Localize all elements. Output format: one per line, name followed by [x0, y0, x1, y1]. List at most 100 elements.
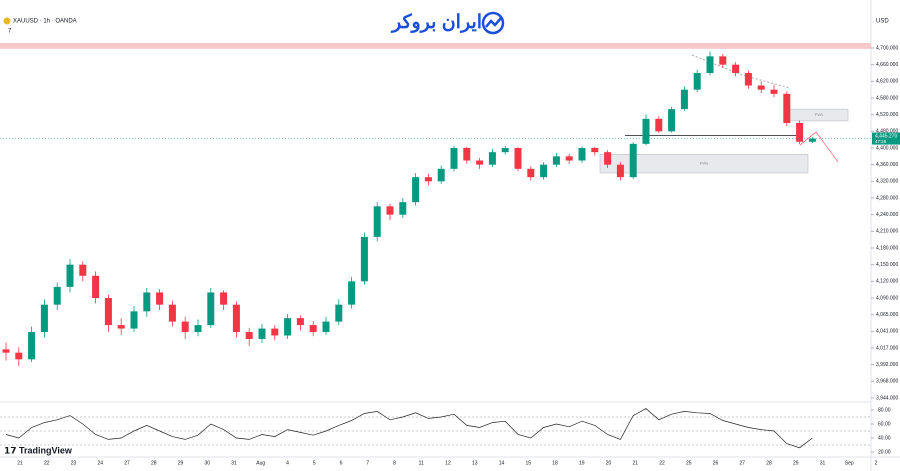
candle-body	[15, 352, 23, 360]
candle-body	[501, 148, 509, 153]
rsi-line	[5, 408, 813, 449]
brand-icon: 𝟭𝟳	[4, 445, 17, 455]
fvg-label: FVG	[815, 112, 823, 117]
projection	[799, 131, 839, 163]
last-price-box	[872, 132, 900, 145]
watermark: ایران بروکر	[390, 12, 482, 33]
candle-body	[655, 118, 663, 132]
rsi-tick-label: 20.00	[878, 449, 891, 455]
resistance-zone	[0, 43, 871, 49]
brand[interactable]: TradingView	[19, 445, 73, 455]
candle-body	[258, 328, 266, 339]
x-tick-label: 24	[97, 460, 103, 466]
candle-body	[143, 292, 151, 312]
x-tick-label: 2	[875, 460, 878, 466]
candle-body	[66, 264, 74, 287]
x-tick-label: 29	[793, 460, 799, 466]
candle-body	[757, 85, 765, 90]
y-tick-label: 4,360.000	[876, 162, 898, 168]
candle-body	[360, 236, 368, 282]
x-tick-label: 15	[525, 460, 531, 466]
x-tick-label: 5	[313, 460, 316, 466]
x-tick-label: 28	[766, 460, 772, 466]
x-tick-label: 18	[552, 460, 558, 466]
x-tick-label: 11	[419, 460, 424, 466]
candle-body	[335, 304, 343, 322]
candle-body	[591, 148, 599, 153]
candle-body	[168, 304, 176, 322]
y-tick-label: 4,120.000	[876, 279, 898, 285]
x-tick-label: 21	[17, 460, 23, 466]
y-tick-label: 4,041.000	[876, 329, 898, 335]
y-tick-label: 4,400.000	[876, 145, 898, 151]
candle-body	[488, 152, 496, 165]
y-tick-label: 4,700.000	[876, 45, 898, 51]
candle-body	[271, 328, 279, 336]
candle-body	[181, 321, 189, 333]
candle-body	[552, 156, 560, 165]
candle-body	[296, 318, 304, 326]
candle-body	[808, 138, 816, 142]
x-tick-label: 13	[472, 460, 478, 466]
candle-body	[348, 281, 356, 305]
candle-body	[104, 298, 112, 326]
y-tick-label: 4,620.000	[876, 79, 898, 85]
candle-body	[616, 164, 624, 178]
rsi-tick-label: 60.00	[878, 421, 891, 427]
fvg-zone	[599, 154, 809, 174]
candle-body	[130, 311, 138, 329]
rsi-tick-label: 80.00	[878, 407, 891, 413]
y-tick-label: 4,480.000	[876, 129, 898, 135]
candle-body	[514, 148, 522, 169]
x-tick-label: 27	[124, 460, 130, 466]
candle-body	[399, 202, 407, 215]
candle-body	[463, 148, 471, 161]
candle-body	[565, 156, 573, 161]
y-tick-label: 4,520.000	[876, 112, 898, 118]
candle-body	[732, 64, 740, 73]
candle-body	[706, 56, 714, 73]
candle-body	[373, 206, 381, 237]
x-tick-label: 12	[445, 460, 451, 466]
logo: ایران بروکر	[390, 11, 505, 35]
candle-body	[156, 292, 164, 305]
y-tick-label: 4,150.000	[876, 262, 898, 268]
currency[interactable]: USD	[876, 19, 889, 25]
x-tick-label: Aug	[256, 460, 265, 466]
x-tick-label: 31	[231, 460, 237, 466]
candle-body	[412, 177, 420, 203]
candle-body	[783, 93, 791, 123]
countdown: 47:25	[875, 139, 887, 144]
candle-body	[450, 148, 458, 169]
last-price-label: 4,445.270	[875, 133, 897, 139]
x-tick-label: 23	[71, 460, 77, 466]
collapse-label[interactable]: 7	[8, 29, 12, 35]
y-tick-label: 4,065.000	[876, 312, 898, 318]
x-tick-label: 30	[204, 460, 210, 466]
x-tick-label: 20	[606, 460, 612, 466]
candle-body	[527, 168, 535, 178]
candle-body	[284, 318, 292, 336]
x-tick-label: 19	[579, 460, 585, 466]
y-tick-label: 4,280.000	[876, 195, 898, 201]
x-tick-label: 6	[340, 460, 343, 466]
symbol[interactable]: XAUUSD · 1h · OANDA	[13, 19, 77, 25]
candle-body	[770, 89, 778, 94]
x-tick-label: 29	[178, 460, 184, 466]
x-tick-label: 26	[713, 460, 719, 466]
candle-body	[28, 332, 36, 360]
candle-body	[604, 152, 612, 165]
fvg-label: FVG	[700, 161, 708, 166]
candle-body	[2, 349, 10, 353]
candle-body	[309, 325, 317, 333]
candle-body	[540, 164, 548, 178]
x-tick-label: 7	[366, 460, 369, 466]
candle-body	[79, 264, 87, 276]
candle-body	[693, 73, 701, 90]
candle-body	[207, 292, 215, 326]
x-tick-label: 4	[286, 460, 289, 466]
candle-body	[232, 304, 240, 333]
candle-body	[386, 206, 394, 215]
x-tick-label: Sep	[845, 460, 854, 466]
candle-body	[719, 56, 727, 65]
